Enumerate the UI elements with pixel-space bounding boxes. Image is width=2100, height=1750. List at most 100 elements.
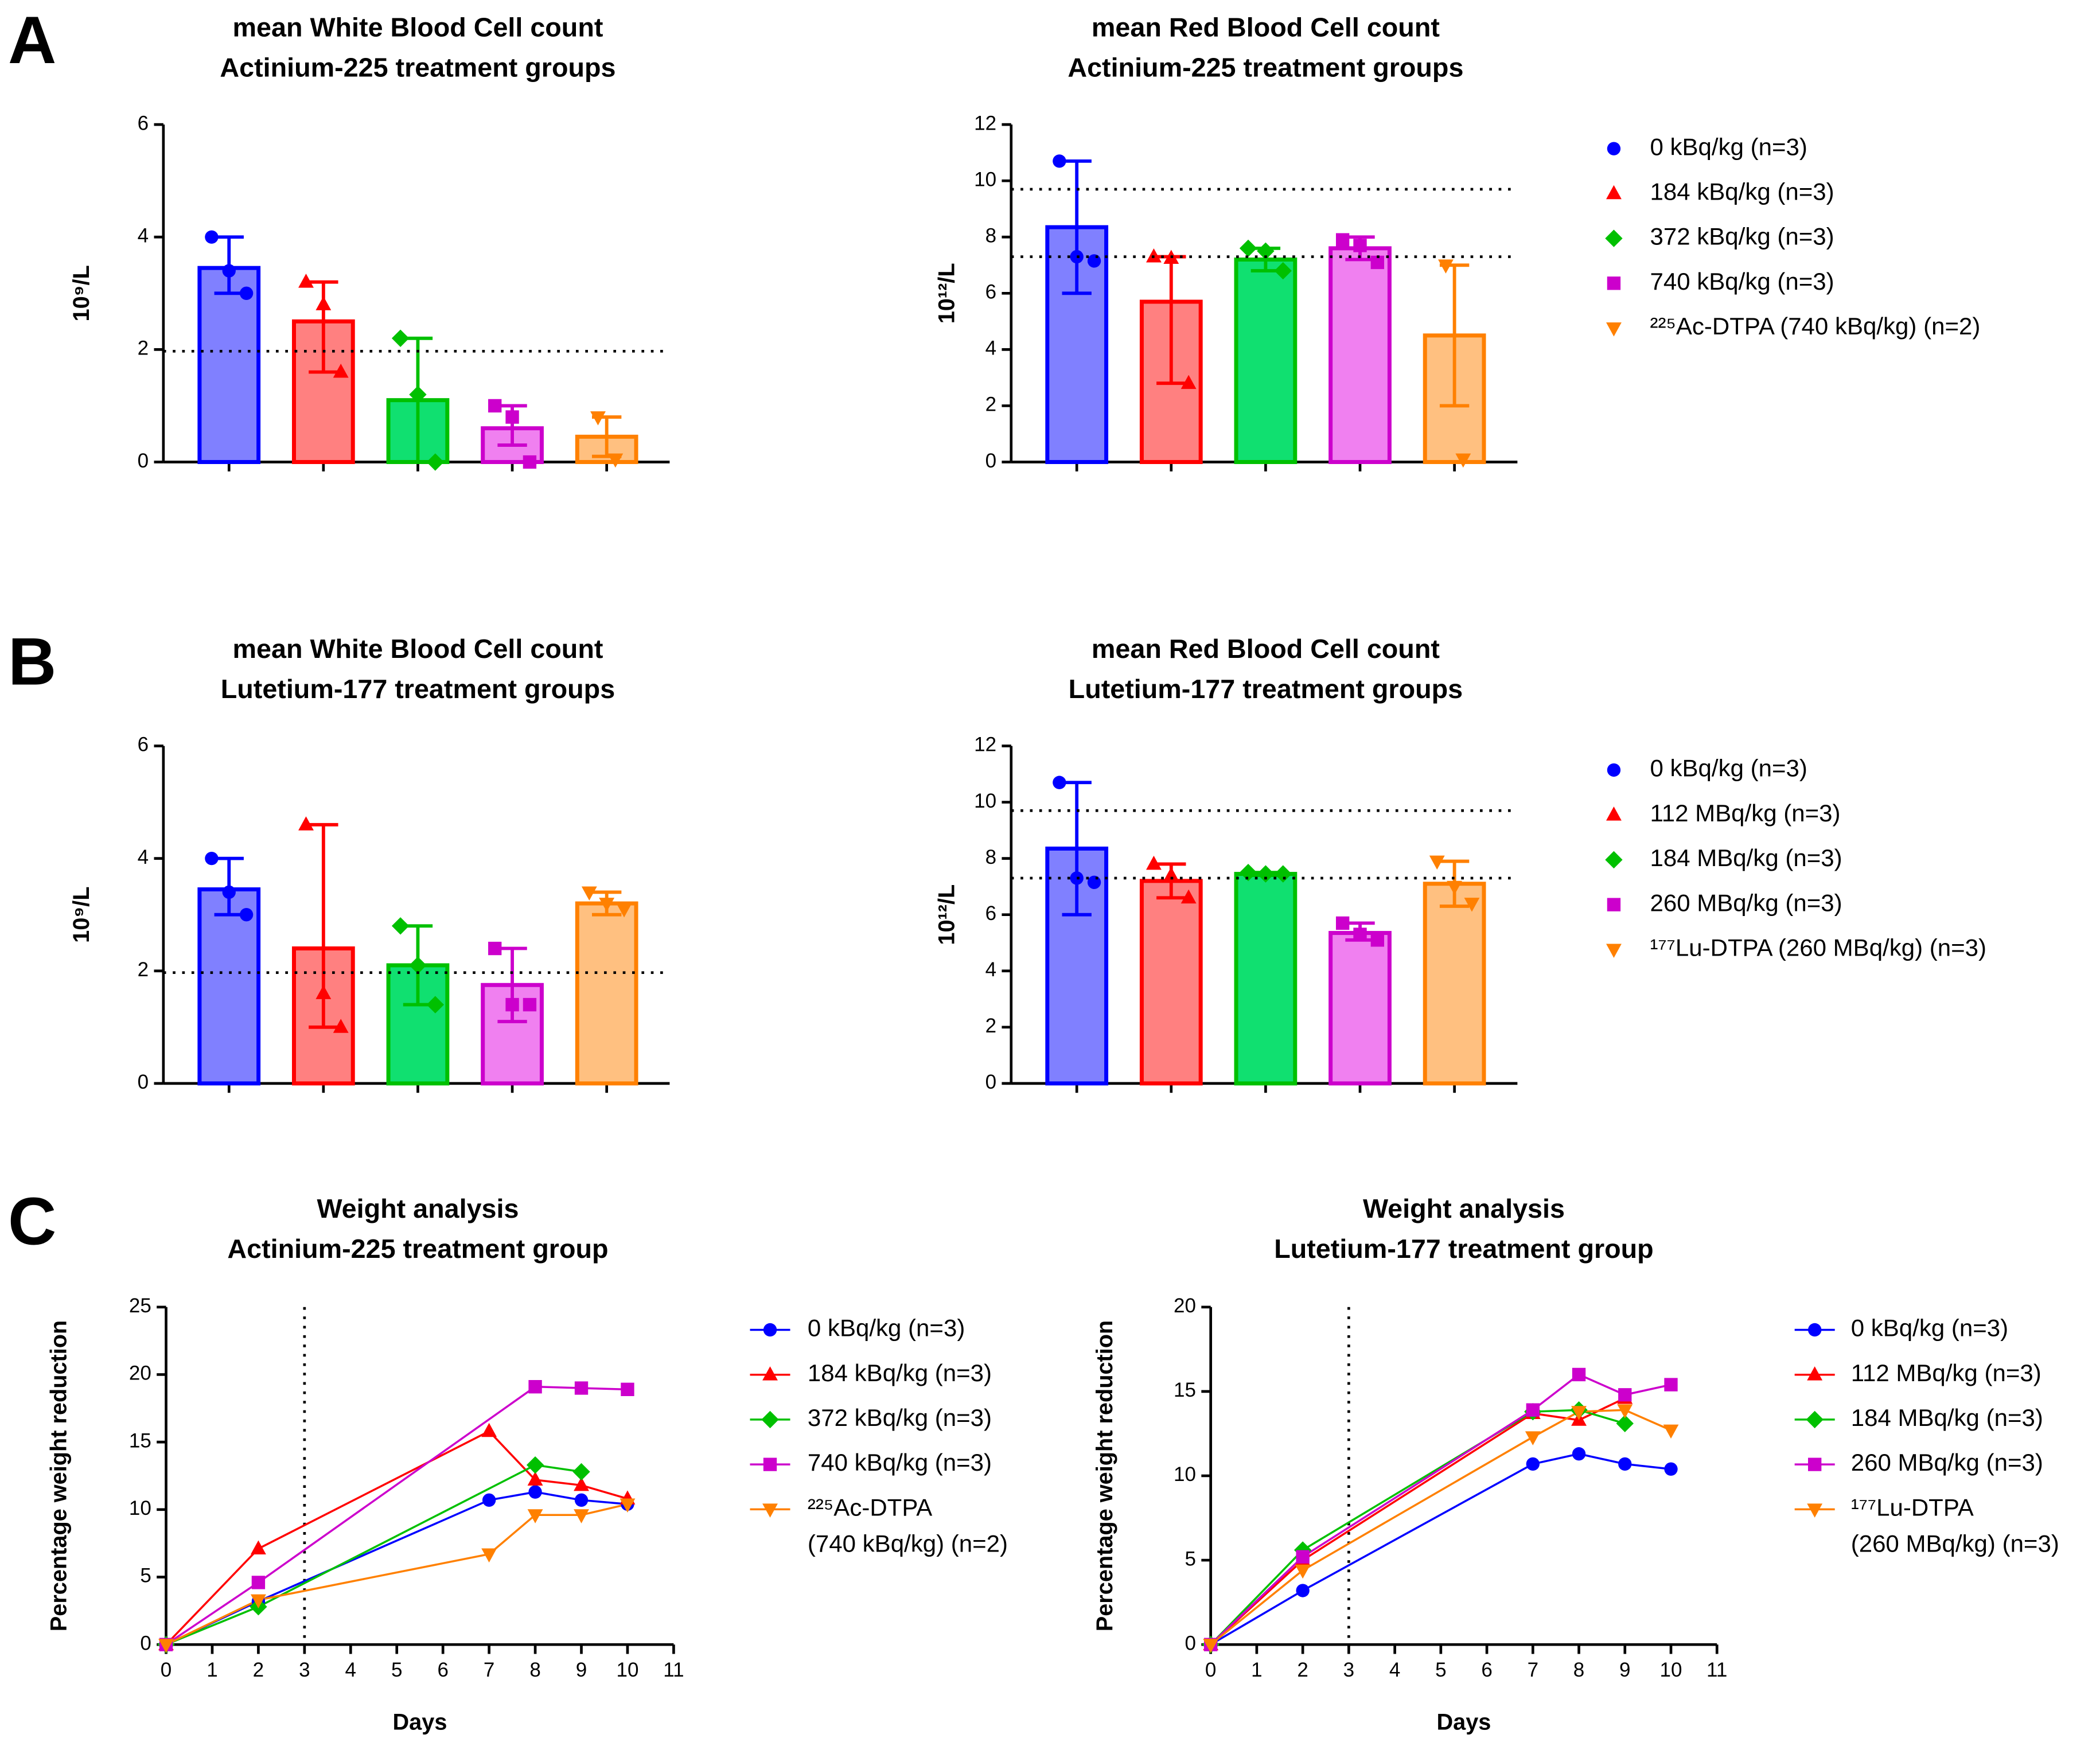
data-point (581, 886, 597, 901)
x-axis-label: Days (1437, 1709, 1491, 1735)
y-axis-label: 10⁹/L (69, 265, 94, 321)
y-tick-label: 15 (129, 1429, 151, 1452)
legend-label: ¹⁷⁷Lu-DTPA (1851, 1494, 1974, 1521)
y-tick-label: 0 (985, 1071, 996, 1093)
legend-label: 372 kBq/kg (n=3) (808, 1404, 992, 1431)
y-tick-label: 4 (138, 225, 149, 247)
data-point (488, 941, 502, 956)
data-point (250, 1540, 266, 1554)
y-tick-label: 6 (138, 734, 149, 756)
data-point (527, 1509, 543, 1523)
bar (1234, 257, 1298, 465)
data-point (1618, 1457, 1632, 1471)
bar (575, 901, 638, 1086)
data-point (1274, 262, 1292, 280)
bar (1139, 879, 1203, 1086)
chart-title: Lutetium-177 treatment group (1274, 1234, 1653, 1264)
x-tick-label: 5 (1435, 1659, 1446, 1681)
x-axis-label: Days (393, 1709, 447, 1735)
data-point (391, 917, 410, 935)
data-point (574, 1493, 589, 1507)
x-tick-label: 10 (616, 1659, 638, 1681)
data-point (1616, 1414, 1634, 1432)
legend-label: 372 kBq/kg (n=3) (1650, 223, 1834, 250)
series-line (1210, 1452, 1672, 1646)
data-point (1087, 875, 1101, 889)
data-point (1335, 916, 1350, 930)
y-tick-label: 5 (140, 1565, 151, 1587)
y-tick-label: 0 (1185, 1632, 1196, 1654)
data-point (1146, 248, 1162, 263)
legend-label: 112 MBq/kg (n=3) (1650, 800, 1840, 827)
legend-label: ²²⁵Ac-DTPA (740 kBq/kg) (n=2) (1650, 313, 1980, 340)
y-tick-label: 6 (985, 902, 996, 925)
y-tick-label: 4 (985, 958, 996, 981)
data-point (1353, 239, 1367, 252)
x-tick-label: 11 (663, 1659, 684, 1681)
legend-marker (1807, 1503, 1823, 1518)
legend-label: (260 MBq/kg) (n=3) (1851, 1530, 2059, 1557)
x-tick-label: 1 (1251, 1659, 1262, 1681)
data-point (1464, 898, 1480, 912)
data-point (1239, 239, 1257, 258)
legend-label: 740 kBq/kg (n=3) (808, 1449, 992, 1476)
legend-label: ²²⁵Ac-DTPA (808, 1494, 932, 1521)
chart-title: Actinium-225 treatment groups (220, 53, 615, 83)
data-point (1087, 254, 1101, 268)
y-tick-label: 5 (1185, 1548, 1196, 1570)
x-tick-label: 9 (1619, 1659, 1630, 1681)
data-point (409, 956, 427, 975)
data-point (574, 1476, 589, 1491)
x-tick-label: 2 (1297, 1659, 1308, 1681)
x-tick-label: 2 (253, 1659, 264, 1681)
data-point (1370, 933, 1385, 947)
y-tick-label: 10 (1174, 1463, 1196, 1486)
legend-marker (763, 1457, 777, 1471)
chart-title: Weight analysis (1363, 1194, 1565, 1223)
data-point (481, 1422, 497, 1437)
data-point (1572, 1447, 1586, 1461)
data-point (333, 1019, 349, 1033)
x-tick-label: 8 (529, 1659, 540, 1681)
x-tick-label: 4 (1389, 1659, 1400, 1681)
data-point (574, 1381, 589, 1395)
data-point (298, 274, 314, 288)
series-line (165, 1464, 582, 1646)
chart-title: Actinium-225 treatment group (227, 1234, 608, 1264)
legend-label: 184 kBq/kg (n=3) (1650, 178, 1834, 205)
data-point (222, 264, 236, 278)
data-point (1617, 1404, 1633, 1418)
legend-marker (1806, 1410, 1824, 1429)
x-tick-label: 1 (207, 1659, 217, 1681)
legend-marker (1607, 142, 1621, 155)
legend-label: 0 kBq/kg (n=3) (1650, 133, 1807, 160)
y-tick-label: 6 (985, 281, 996, 303)
data-point (298, 816, 314, 831)
legend-label: 740 kBq/kg (n=3) (1650, 268, 1834, 295)
y-tick-label: 2 (138, 337, 149, 360)
y-tick-label: 2 (985, 1015, 996, 1037)
data-point (607, 453, 624, 468)
data-point (205, 230, 219, 244)
bar (1328, 931, 1392, 1086)
chart-title: Lutetium-177 treatment groups (221, 674, 615, 704)
legend-marker (763, 1323, 777, 1337)
legend-label: 260 MBq/kg (n=3) (1650, 889, 1842, 916)
x-tick-label: 10 (1660, 1659, 1682, 1681)
data-point (1296, 1550, 1310, 1564)
data-point (1526, 1403, 1540, 1417)
chart-title: mean White Blood Cell count (233, 13, 603, 42)
data-point (1664, 1378, 1678, 1392)
data-point (315, 985, 332, 999)
x-tick-label: 5 (391, 1659, 402, 1681)
y-tick-label: 10 (974, 168, 996, 190)
chart-title: Weight analysis (317, 1194, 519, 1223)
legend-marker (762, 1366, 778, 1381)
data-point (409, 385, 427, 404)
legend-marker (1606, 185, 1622, 200)
data-point (482, 1493, 496, 1507)
x-tick-label: 7 (484, 1659, 494, 1681)
y-tick-label: 0 (138, 1071, 149, 1093)
y-tick-label: 12 (974, 734, 996, 756)
